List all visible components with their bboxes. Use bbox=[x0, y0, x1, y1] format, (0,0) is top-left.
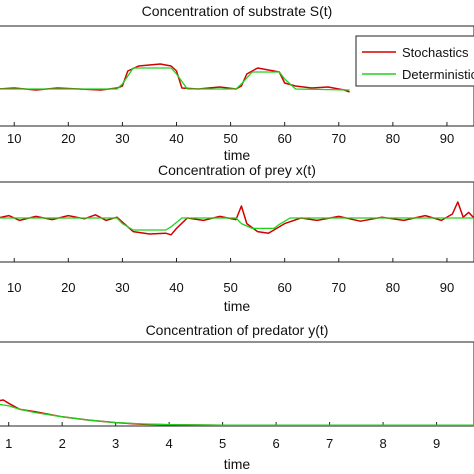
prey-x-tick-label: 90 bbox=[440, 280, 454, 295]
substrate-x-tick-label: 40 bbox=[169, 131, 183, 146]
predator-x-tick-label: 1 bbox=[5, 436, 12, 451]
predator-lines bbox=[0, 399, 474, 426]
prey-xlabel: time bbox=[224, 298, 251, 314]
predator-panel: Concentration of predator y(t) 1 2 3 4 5 6 7 8 9… bbox=[0, 322, 474, 472]
predator-deterministic-line bbox=[0, 403, 474, 426]
predator-xlabel: time bbox=[224, 456, 251, 472]
substrate-x-tick-label: 80 bbox=[386, 131, 400, 146]
predator-axes-box bbox=[0, 341, 474, 427]
substrate-deterministic-line bbox=[0, 67, 350, 91]
substrate-x-tick-label: 60 bbox=[277, 131, 291, 146]
substrate-x-tick-label: 20 bbox=[61, 131, 75, 146]
prey-x-tick-label: 80 bbox=[386, 280, 400, 295]
substrate-x-tick-label: 90 bbox=[440, 131, 454, 146]
substrate-legend: Stochastics Deterministic bbox=[355, 35, 474, 87]
predator-title: Concentration of predator y(t) bbox=[146, 322, 329, 338]
substrate-lines bbox=[0, 63, 350, 93]
substrate-x-ticks: 10 20 30 40 50 60 70 80 90 bbox=[7, 122, 454, 146]
predator-x-tick-label: 4 bbox=[166, 436, 173, 451]
prey-x-tick-label: 60 bbox=[277, 280, 291, 295]
substrate-panel: Concentration of substrate S(t) 10 20 30 40… bbox=[0, 3, 474, 163]
legend-box bbox=[355, 35, 474, 87]
prey-lines bbox=[0, 201, 474, 236]
substrate-xlabel: time bbox=[224, 147, 251, 163]
predator-x-tick-label: 9 bbox=[433, 436, 440, 451]
predator-x-tick-label: 5 bbox=[219, 436, 226, 451]
predator-x-tick-label: 2 bbox=[59, 436, 66, 451]
substrate-title: Concentration of substrate S(t) bbox=[142, 3, 333, 19]
legend-deterministic-label: Deterministic bbox=[402, 67, 474, 82]
predator-x-tick-label: 3 bbox=[112, 436, 119, 451]
prey-x-tick-label: 20 bbox=[61, 280, 75, 295]
substrate-x-tick-label: 70 bbox=[332, 131, 346, 146]
prey-x-tick-label: 40 bbox=[169, 280, 183, 295]
substrate-x-tick-label: 30 bbox=[115, 131, 129, 146]
substrate-stochastics-line bbox=[0, 63, 350, 93]
predator-x-tick-label: 6 bbox=[272, 436, 279, 451]
predator-x-tick-label: 7 bbox=[326, 436, 333, 451]
prey-x-tick-label: 50 bbox=[223, 280, 237, 295]
predator-x-tick-label: 8 bbox=[379, 436, 386, 451]
legend-stochastics-label: Stochastics bbox=[402, 45, 469, 60]
prey-x-tick-label: 30 bbox=[115, 280, 129, 295]
substrate-x-tick-label: 50 bbox=[223, 131, 237, 146]
substrate-x-tick-label: 10 bbox=[7, 131, 21, 146]
prey-x-tick-label: 70 bbox=[332, 280, 346, 295]
predator-x-ticks: 1 2 3 4 5 6 7 8 9 bbox=[5, 422, 440, 451]
prey-axes-box bbox=[0, 181, 474, 263]
prey-x-tick-label: 10 bbox=[7, 280, 21, 295]
prey-title: Concentration of prey x(t) bbox=[158, 162, 316, 178]
prey-panel: Concentration of prey x(t) 10 20 30 40 50 60 7… bbox=[0, 162, 474, 314]
prey-deterministic-line bbox=[0, 217, 474, 231]
prey-x-ticks: 10 20 30 40 50 60 70 80 90 bbox=[7, 258, 454, 295]
